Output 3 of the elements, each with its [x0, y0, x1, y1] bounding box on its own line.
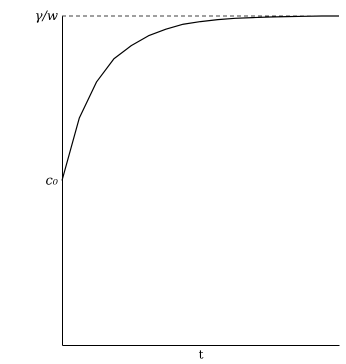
x-axis-title: t — [198, 348, 204, 362]
ref-line-label: γ/w — [34, 9, 58, 24]
text: c₀ — [46, 174, 59, 188]
